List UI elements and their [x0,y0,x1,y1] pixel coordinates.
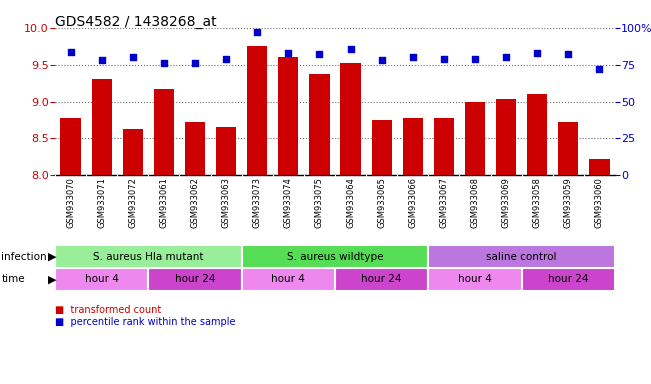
Bar [185,122,205,175]
Bar [61,118,81,175]
Text: hour 24: hour 24 [174,275,215,285]
Point [221,56,231,62]
Bar [242,245,428,268]
Bar [465,101,485,175]
Point [190,60,201,66]
Text: GSM933065: GSM933065 [377,177,386,228]
Text: GSM933058: GSM933058 [533,177,542,228]
Point [470,56,480,62]
Point [532,50,542,56]
Text: GSM933075: GSM933075 [315,177,324,228]
Point [345,46,355,52]
Bar [428,268,521,291]
Text: GSM933062: GSM933062 [191,177,199,228]
Point [128,54,138,60]
Bar [278,57,298,175]
Bar [521,268,615,291]
Bar [55,245,242,268]
Text: infection: infection [1,252,47,262]
Text: GSM933068: GSM933068 [471,177,480,228]
Text: GSM933059: GSM933059 [564,177,573,228]
Bar [148,268,242,291]
Text: GSM933064: GSM933064 [346,177,355,228]
Point [501,54,511,60]
Text: GSM933073: GSM933073 [253,177,262,228]
Bar [496,99,516,175]
Point [594,66,605,72]
Bar [242,268,335,291]
Point [65,48,76,55]
Text: GSM933074: GSM933074 [284,177,293,228]
Point [96,57,107,63]
Bar [558,122,579,175]
Point [283,50,294,56]
Text: hour 24: hour 24 [361,275,402,285]
Text: GSM933071: GSM933071 [97,177,106,228]
Point [314,51,325,58]
Text: GSM933066: GSM933066 [408,177,417,228]
Bar [403,118,423,175]
Bar [154,89,174,175]
Text: GSM933063: GSM933063 [221,177,230,228]
Text: ▶: ▶ [48,252,56,262]
Bar [589,159,609,175]
Text: GSM933072: GSM933072 [128,177,137,228]
Text: ▶: ▶ [48,275,56,285]
Point [252,29,262,35]
Text: GSM933070: GSM933070 [66,177,75,228]
Point [159,60,169,66]
Bar [122,129,143,175]
Point [408,54,418,60]
Text: S. aureus wildtype: S. aureus wildtype [286,252,383,262]
Bar [55,268,148,291]
Bar [527,94,547,175]
Bar [247,46,268,175]
Text: GSM933067: GSM933067 [439,177,449,228]
Text: GDS4582 / 1438268_at: GDS4582 / 1438268_at [55,15,217,29]
Text: hour 24: hour 24 [548,275,589,285]
Bar [309,74,329,175]
Text: GSM933069: GSM933069 [502,177,510,228]
Point [376,57,387,63]
Bar [428,245,615,268]
Text: hour 4: hour 4 [458,275,492,285]
Text: hour 4: hour 4 [85,275,118,285]
Text: saline control: saline control [486,252,557,262]
Point [563,51,574,58]
Text: GSM933061: GSM933061 [159,177,169,228]
Bar [434,118,454,175]
Bar [340,63,361,175]
Text: GSM933060: GSM933060 [595,177,604,228]
Bar [335,268,428,291]
Text: ■  transformed count: ■ transformed count [55,305,161,315]
Point [439,56,449,62]
Bar [216,127,236,175]
Text: hour 4: hour 4 [271,275,305,285]
Text: ■  percentile rank within the sample: ■ percentile rank within the sample [55,317,236,327]
Text: S. aureus Hla mutant: S. aureus Hla mutant [93,252,204,262]
Text: time: time [1,275,25,285]
Bar [372,120,392,175]
Bar [92,79,112,175]
